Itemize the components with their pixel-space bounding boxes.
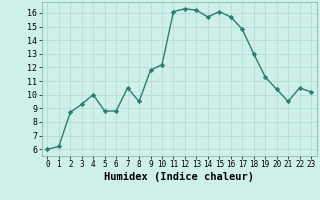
X-axis label: Humidex (Indice chaleur): Humidex (Indice chaleur) — [104, 172, 254, 182]
